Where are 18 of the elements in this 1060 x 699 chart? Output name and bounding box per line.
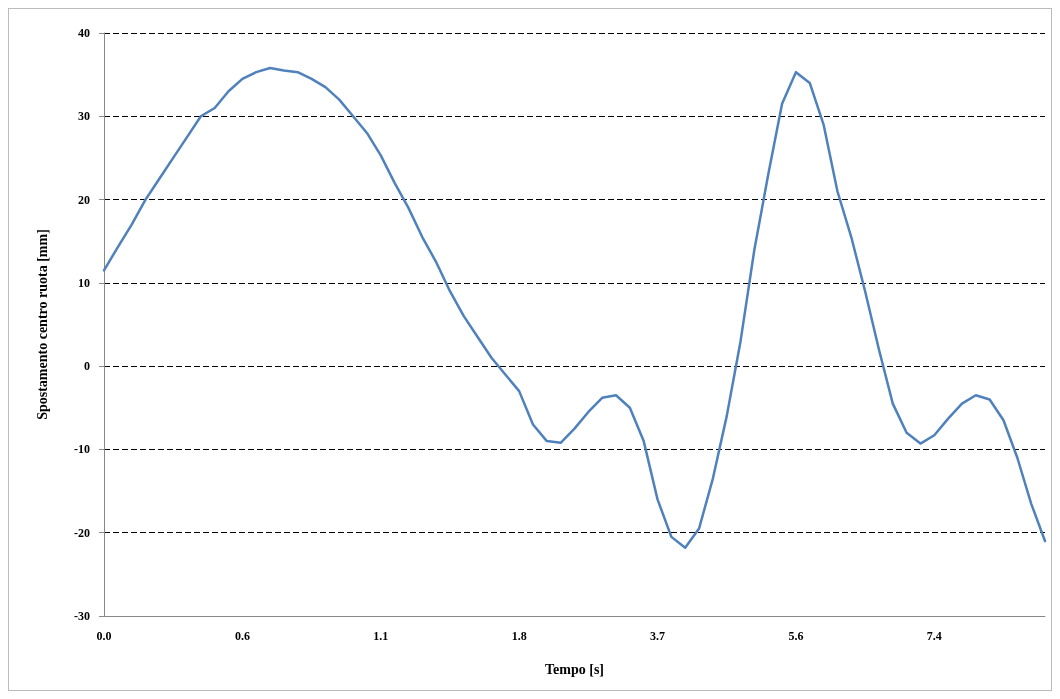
x-tick-label: 7.4: [926, 629, 942, 643]
line-series: [102, 66, 1047, 549]
y-tick-label: 20: [78, 192, 90, 207]
y-tick-label: -10: [74, 442, 90, 457]
x-tick-label: 1.1: [373, 629, 389, 643]
x-tick-label: 5.6: [788, 629, 804, 643]
x-axis-title: Tempo [s]: [545, 661, 604, 677]
x-tick-label: 1.8: [511, 629, 527, 643]
y-tick-label: -30: [74, 609, 90, 623]
x-tick-label: 0.6: [234, 629, 250, 643]
x-tick-label: 3.7: [650, 629, 666, 643]
y-tick-label: 0: [84, 359, 90, 374]
y-tick-label: 40: [78, 26, 90, 40]
y-tick-label: 10: [78, 275, 90, 290]
x-tick-label: 0.0: [96, 629, 112, 643]
y-tick-label: 30: [78, 109, 90, 124]
y-tick-label: -20: [74, 525, 90, 540]
y-axis-title: Spostamento centro ruota [mm]: [34, 229, 50, 420]
